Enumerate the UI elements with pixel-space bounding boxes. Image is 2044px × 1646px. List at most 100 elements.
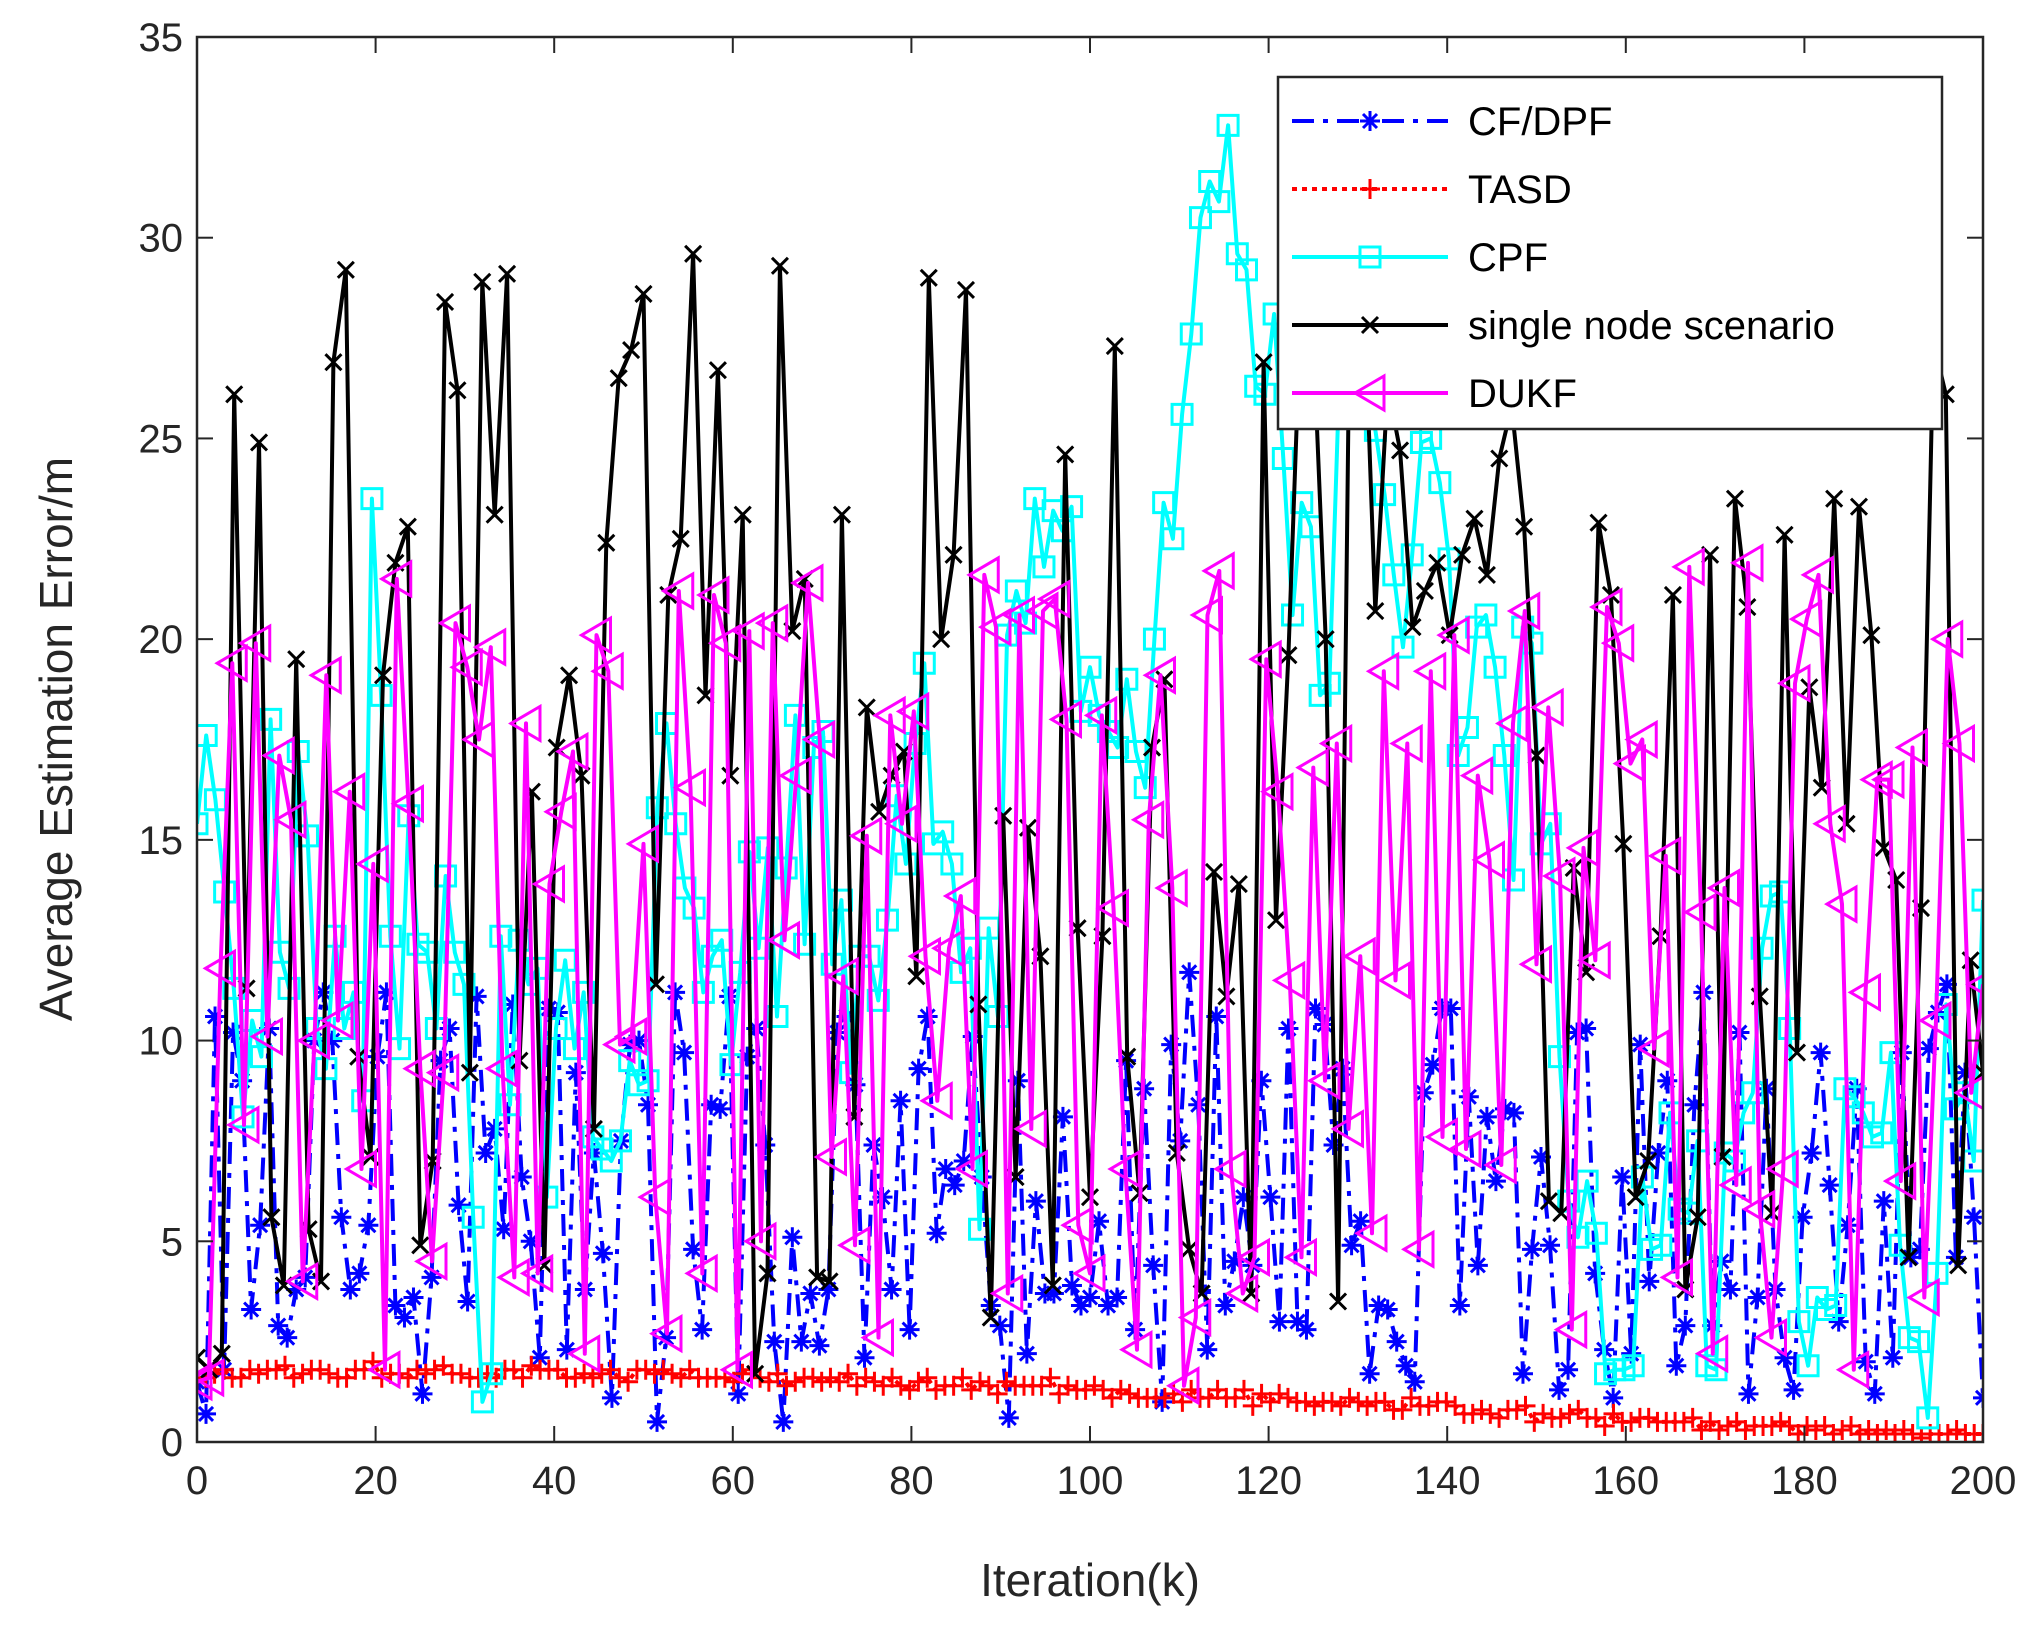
- data-point: [511, 1167, 532, 1188]
- data-point: [1621, 1411, 1642, 1432]
- data-point: [919, 268, 938, 287]
- data-point: [793, 932, 817, 956]
- data-point: [1832, 1419, 1853, 1440]
- data-point: [1328, 1292, 1348, 1311]
- data-point: [1321, 1391, 1342, 1412]
- data-point: [1550, 1407, 1571, 1428]
- data-point: [1882, 1347, 1903, 1368]
- data-point: [273, 800, 307, 840]
- data-point: [809, 1335, 830, 1356]
- data-point: [1422, 1054, 1443, 1075]
- data-point: [987, 1383, 1008, 1404]
- data-point: [1594, 1362, 1618, 1386]
- data-point: [1612, 1358, 1636, 1382]
- data-point: [1377, 1299, 1398, 1320]
- data-point: [802, 736, 826, 760]
- data-point: [907, 967, 926, 986]
- data-point: [1882, 1161, 1917, 1201]
- data-point: [708, 361, 727, 380]
- data-point: [875, 908, 899, 932]
- data-point: [1023, 487, 1047, 511]
- data-point: [1918, 1000, 1952, 1041]
- data-point: [1515, 1395, 1536, 1416]
- data-point: [684, 244, 703, 263]
- data-point: [415, 1363, 436, 1384]
- data-point: [1395, 1355, 1416, 1376]
- data-point: [1810, 1042, 1831, 1063]
- data-point: [1849, 497, 1869, 516]
- data-point: [1436, 1391, 1457, 1412]
- data-point: [1428, 471, 1452, 495]
- legend-item: single node scenario: [1292, 304, 1835, 348]
- legend-marker: [1358, 245, 1382, 269]
- data-point: [1295, 1391, 1316, 1412]
- data-point: [764, 1331, 785, 1352]
- data-point: [1900, 1247, 1921, 1268]
- data-point: [1585, 1263, 1606, 1284]
- data-point: [1107, 1149, 1141, 1189]
- data-point: [1837, 814, 1856, 833]
- data-point: [1735, 1419, 1756, 1440]
- data-point: [1753, 1318, 1787, 1358]
- data-point: [628, 1030, 649, 1051]
- data-point: [565, 1062, 586, 1083]
- data-point: [318, 1363, 339, 1384]
- data-point: [1152, 1391, 1173, 1412]
- data-point: [944, 545, 963, 564]
- data-point: [1819, 1175, 1840, 1196]
- data-point: [1052, 1106, 1073, 1127]
- data-point: [1695, 1354, 1719, 1378]
- data-point: [1797, 1415, 1818, 1436]
- data-point: [758, 1264, 777, 1283]
- data-point: [1835, 1350, 1870, 1390]
- x-tick-label: 160: [1592, 1459, 1659, 1503]
- data-point: [1266, 911, 1286, 930]
- data-point: [472, 627, 507, 667]
- data-point: [618, 1371, 639, 1392]
- data-point: [390, 784, 424, 824]
- data-point: [1236, 1237, 1270, 1277]
- data-point: [671, 529, 690, 548]
- data-point: [1279, 646, 1298, 665]
- data-point: [212, 1344, 231, 1363]
- data-point: [1242, 1395, 1263, 1416]
- data-point: [1197, 1339, 1218, 1360]
- data-point: [899, 1319, 920, 1340]
- data-point: [952, 1367, 973, 1388]
- data-point: [1277, 1387, 1298, 1408]
- data-point: [1657, 1070, 1678, 1091]
- series-line: [197, 560, 1983, 1388]
- data-point: [1612, 1167, 1633, 1188]
- data-point: [1759, 884, 1783, 908]
- data-point: [1494, 1098, 1515, 1119]
- data-point: [944, 1175, 965, 1196]
- data-point: [296, 1020, 330, 1061]
- data-point: [373, 666, 393, 685]
- data-point: [1778, 1017, 1802, 1041]
- data-point: [295, 1267, 316, 1288]
- data-point: [574, 1363, 595, 1384]
- data-point: [470, 1390, 494, 1414]
- data-point: [1683, 892, 1717, 932]
- data-point: [421, 1267, 442, 1288]
- data-point: [320, 1000, 354, 1041]
- data-point: [746, 1364, 765, 1383]
- data-point: [1095, 888, 1129, 928]
- data-point: [613, 1016, 648, 1057]
- data-point: [932, 630, 951, 649]
- x-tick-label: 180: [1771, 1459, 1838, 1503]
- data-point: [1357, 1395, 1378, 1416]
- y-tick-label: 5: [161, 1220, 183, 1264]
- data-point: [634, 284, 653, 303]
- y-tick-label: 30: [139, 217, 184, 261]
- data-point: [1738, 1383, 1759, 1404]
- data-point: [1130, 800, 1165, 840]
- data-point: [1161, 527, 1185, 551]
- data-point: [457, 1291, 478, 1312]
- data-point: [1060, 1205, 1094, 1245]
- data-point: [286, 1279, 307, 1300]
- legend-marker: [1360, 111, 1380, 131]
- data-point: [406, 1359, 427, 1380]
- data-point: [1671, 547, 1705, 587]
- data-point: [832, 505, 852, 524]
